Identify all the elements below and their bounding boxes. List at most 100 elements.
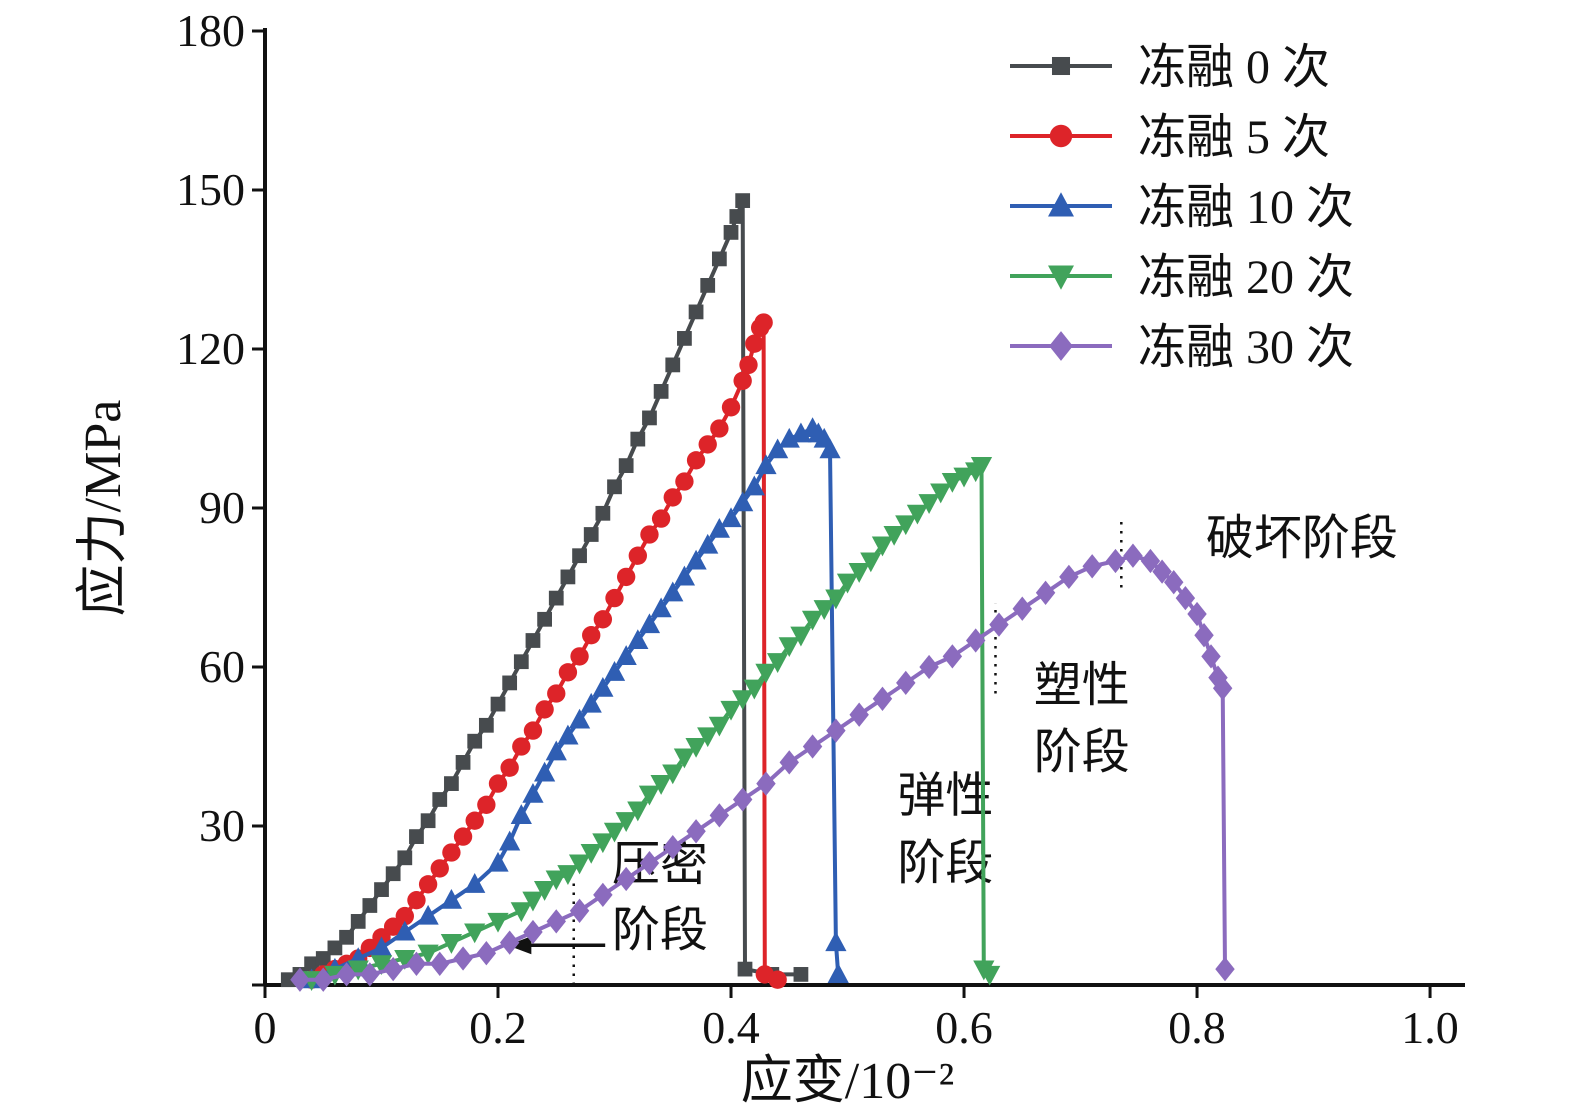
marker-triangle-down xyxy=(953,467,975,488)
arrow-head xyxy=(507,936,532,955)
marker-triangle-up xyxy=(673,565,696,586)
marker-triangle-up xyxy=(370,936,393,957)
marker-square xyxy=(280,972,296,988)
marker-circle xyxy=(477,795,496,814)
marker-triangle-down xyxy=(860,552,882,573)
marker-triangle-down xyxy=(568,854,591,875)
marker-triangle-down xyxy=(790,626,812,647)
marker-triangle-down xyxy=(778,637,800,658)
marker-square xyxy=(374,882,389,897)
marker-circle xyxy=(593,610,613,629)
marker-triangle-up xyxy=(825,931,847,952)
marker-square xyxy=(537,611,552,627)
marker-square xyxy=(420,813,436,829)
marker-square xyxy=(362,898,378,913)
marker-square xyxy=(688,304,704,320)
marker-triangle-down xyxy=(743,679,765,700)
marker-diamond xyxy=(1140,548,1161,574)
marker-circle xyxy=(768,970,787,989)
marker-square xyxy=(432,792,448,807)
marker-square xyxy=(339,929,354,945)
marker-diamond xyxy=(453,946,473,971)
series-freeze-thaw-5 xyxy=(302,313,787,989)
marker-triangle-up xyxy=(743,475,765,496)
legend-item-freeze-thaw-20: 冻融 20 次 xyxy=(1010,251,1354,304)
marker-triangle-up xyxy=(568,708,591,729)
marker-diamond xyxy=(476,941,497,966)
x-tick-label: 0.4 xyxy=(702,1002,760,1053)
marker-square xyxy=(490,696,506,712)
legend-label: 冻融 10 次 xyxy=(1138,181,1354,234)
marker-triangle-up xyxy=(767,438,789,459)
marker-circle xyxy=(383,917,403,936)
marker-square xyxy=(729,209,745,224)
marker-triangle-down xyxy=(370,955,393,976)
marker-triangle-up xyxy=(697,533,719,554)
marker-circle xyxy=(430,859,449,878)
marker-diamond xyxy=(290,967,310,992)
marker-triangle-down xyxy=(510,902,532,923)
marker-triangle-down xyxy=(627,801,649,822)
marker-triangle-down xyxy=(813,600,835,620)
marker-diamond xyxy=(1082,554,1102,579)
marker-triangle-down xyxy=(708,716,730,737)
marker-triangle-down xyxy=(720,700,742,721)
series-freeze-thaw-30-markers xyxy=(290,543,1235,992)
marker-square xyxy=(478,717,494,733)
marker-circle xyxy=(686,451,706,470)
marker-diamond xyxy=(756,771,776,796)
marker-circle xyxy=(442,843,461,862)
marker-diamond xyxy=(919,654,939,680)
marker-circle xyxy=(675,472,694,491)
marker-circle xyxy=(465,811,484,830)
marker-triangle-up xyxy=(827,963,849,983)
marker-triangle-down xyxy=(487,912,509,933)
legend-item-freeze-thaw-5: 冻融 5 次 xyxy=(1010,111,1330,164)
marker-triangle-up xyxy=(533,761,556,782)
marker-diamond xyxy=(1187,601,1207,627)
marker-square xyxy=(502,675,518,691)
marker-diamond xyxy=(546,909,566,934)
marker-square xyxy=(525,633,541,648)
legend-label: 冻融 0 次 xyxy=(1138,41,1330,94)
marker-triangle-down xyxy=(638,785,661,806)
x-axis-title: 应变/10⁻² xyxy=(741,1053,955,1110)
marker-triangle-down xyxy=(685,737,707,758)
marker-triangle-down xyxy=(979,965,1001,986)
marker-diamond xyxy=(1049,331,1073,361)
x-tick-label: 0.8 xyxy=(1168,1002,1226,1053)
marker-circle xyxy=(535,700,554,719)
marker-diamond xyxy=(872,686,893,711)
marker-square xyxy=(653,384,669,399)
marker-square xyxy=(444,776,459,791)
legend-item-freeze-thaw-0: 冻融 0 次 xyxy=(1010,41,1330,94)
marker-triangle-down xyxy=(848,563,870,583)
marker-square xyxy=(315,951,331,966)
legend-label: 冻融 20 次 xyxy=(1138,251,1354,304)
marker-triangle-down xyxy=(592,833,614,854)
marker-diamond xyxy=(732,787,753,812)
marker-triangle-up xyxy=(662,581,684,602)
marker-square xyxy=(409,829,424,844)
y-tick-label: 30 xyxy=(199,800,245,851)
marker-triangle-down xyxy=(767,653,789,673)
marker-diamond xyxy=(1105,548,1126,574)
marker-diamond xyxy=(523,919,543,945)
series-freeze-thaw-10 xyxy=(300,417,849,989)
marker-diamond xyxy=(663,835,683,860)
x-tick-label: 0.2 xyxy=(469,1002,527,1053)
compaction-stage-arrow xyxy=(507,936,606,955)
marker-triangle-down xyxy=(895,515,917,536)
marker-circle xyxy=(616,567,636,587)
marker-square xyxy=(700,278,716,293)
marker-triangle-up xyxy=(819,438,841,459)
marker-diamond xyxy=(1012,596,1033,621)
annotation-text: 破坏阶段 xyxy=(1206,512,1398,565)
marker-square xyxy=(642,410,657,426)
marker-square xyxy=(618,458,634,473)
series-freeze-thaw-20 xyxy=(300,457,1001,991)
marker-triangle-down xyxy=(836,573,859,594)
marker-circle xyxy=(453,827,473,846)
